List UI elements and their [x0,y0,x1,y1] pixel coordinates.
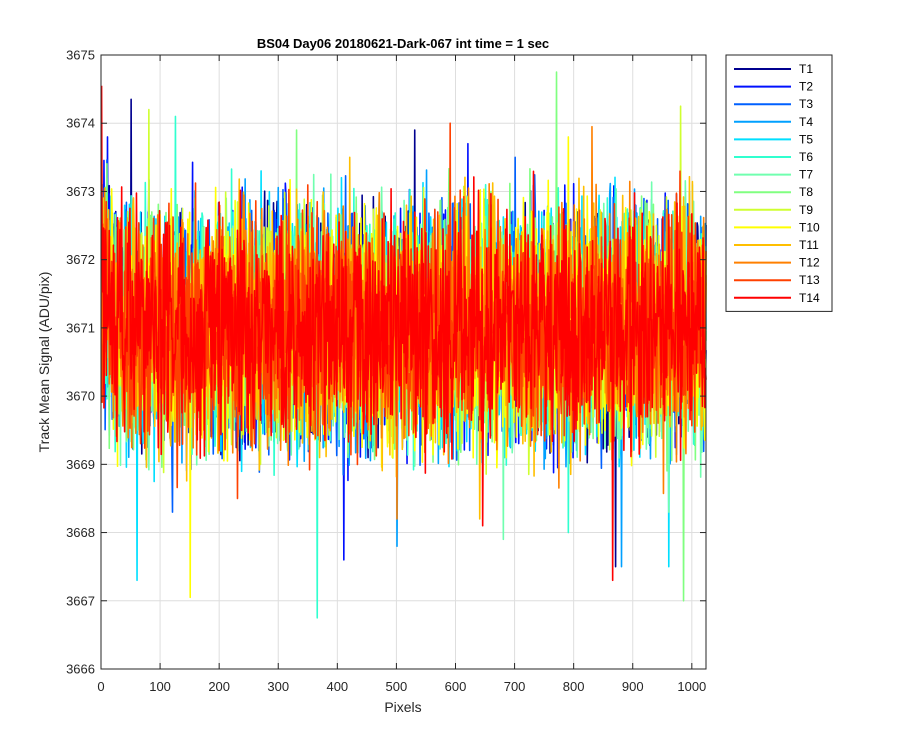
legend-label-t6: T6 [799,150,813,164]
x-tick-label: 200 [208,679,230,694]
y-tick-label: 3674 [66,116,95,131]
legend-label-t5: T5 [799,132,813,146]
legend-label-t9: T9 [799,203,813,217]
legend-label-t7: T7 [799,168,813,182]
legend-label-t2: T2 [799,80,813,94]
chart-title: BS04 Day06 20180621-Dark-067 int time = … [257,36,549,51]
y-tick-label: 3669 [66,457,95,472]
series-line-t14 [100,85,707,582]
y-tick-label: 3672 [66,252,95,267]
y-tick-label: 3667 [66,593,95,608]
legend-label-t3: T3 [799,97,813,111]
x-tick-label: 400 [326,679,348,694]
legend-label-t14: T14 [799,291,820,305]
legend-label-t1: T1 [799,62,813,76]
x-tick-label: 600 [445,679,467,694]
legend-label-t8: T8 [799,185,813,199]
legend: T1 T2 T3 T4 T5 T6 T7 T8 T9 T10 T11 T12 T13 T14 [725,54,833,312]
x-tick-label: 100 [149,679,171,694]
ticks: 0 100 200 300 400 500 600 700 800 900 1000 3666 3667… [66,48,706,695]
legend-label-t11: T11 [799,238,819,252]
x-tick-label: 800 [563,679,585,694]
series-group [100,71,707,619]
x-tick-label: 900 [622,679,644,694]
x-tick-label: 500 [386,679,408,694]
plot-frame [100,54,707,670]
y-tick-label: 3666 [66,662,95,677]
legend-label-t4: T4 [799,115,813,129]
x-tick-label: 1000 [677,679,706,694]
y-tick-label: 3671 [66,320,95,335]
y-tick-label: 3668 [66,525,95,540]
x-tick-label: 700 [504,679,526,694]
y-axis-label: Track Mean Signal (ADU/pix) [36,272,52,453]
legend-box [725,54,833,312]
legend-label-t13: T13 [799,273,820,287]
y-tick-label: 3675 [66,48,95,63]
x-tick-label: 300 [267,679,289,694]
x-axis-label: Pixels [384,699,421,715]
legend-label-t10: T10 [799,220,820,234]
y-tick-label: 3670 [66,389,95,404]
legend-label-t12: T12 [799,256,820,270]
x-tick-label: 0 [97,679,104,694]
y-tick-label: 3673 [66,184,95,199]
